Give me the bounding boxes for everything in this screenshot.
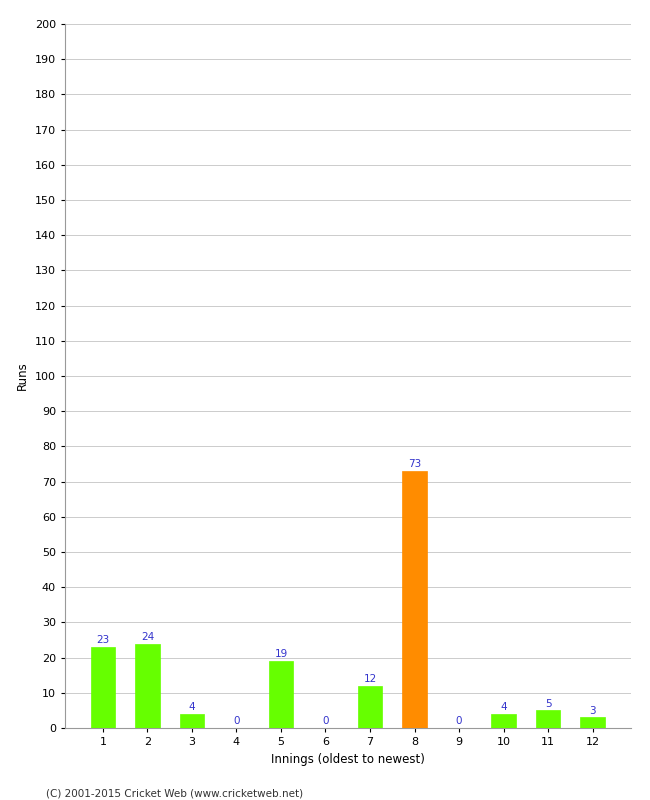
Text: 4: 4 <box>500 702 507 712</box>
Text: 24: 24 <box>141 632 154 642</box>
Bar <box>536 710 560 728</box>
Text: (C) 2001-2015 Cricket Web (www.cricketweb.net): (C) 2001-2015 Cricket Web (www.cricketwe… <box>46 788 303 798</box>
Bar <box>268 661 293 728</box>
Text: 0: 0 <box>456 716 462 726</box>
Bar <box>135 643 160 728</box>
Text: 73: 73 <box>408 459 421 470</box>
Bar <box>91 647 115 728</box>
Text: 4: 4 <box>188 702 195 712</box>
Y-axis label: Runs: Runs <box>16 362 29 390</box>
Text: 19: 19 <box>274 650 287 659</box>
Bar <box>402 471 427 728</box>
Text: 0: 0 <box>322 716 329 726</box>
Text: 3: 3 <box>590 706 596 716</box>
Bar <box>358 686 382 728</box>
Text: 0: 0 <box>233 716 240 726</box>
X-axis label: Innings (oldest to newest): Innings (oldest to newest) <box>271 753 424 766</box>
Text: 5: 5 <box>545 698 551 709</box>
Bar <box>491 714 516 728</box>
Text: 12: 12 <box>363 674 376 684</box>
Bar <box>580 718 605 728</box>
Text: 23: 23 <box>96 635 110 646</box>
Bar <box>179 714 204 728</box>
